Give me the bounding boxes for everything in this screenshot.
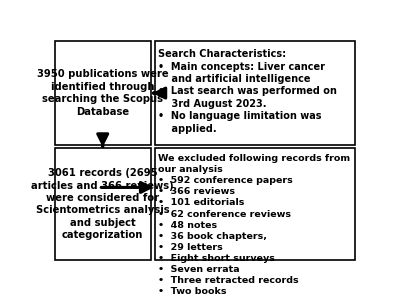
FancyBboxPatch shape [55,41,151,145]
FancyBboxPatch shape [155,41,355,145]
Text: 3950 publications were
identified through
searching the Scopus
Database: 3950 publications were identified throug… [37,70,168,117]
Text: Search Characteristics:
•  Main concepts: Liver cancer
    and artificial intell: Search Characteristics: • Main concepts:… [158,49,337,133]
FancyBboxPatch shape [155,148,355,260]
Text: 3061 records (2695
articles and 366 reviews)
were considered for
Scientometrics : 3061 records (2695 articles and 366 revi… [31,168,174,240]
Text: We excluded following records from
our analysis
•  592 conference papers
•  366 : We excluded following records from our a… [158,154,351,296]
FancyBboxPatch shape [55,148,151,260]
